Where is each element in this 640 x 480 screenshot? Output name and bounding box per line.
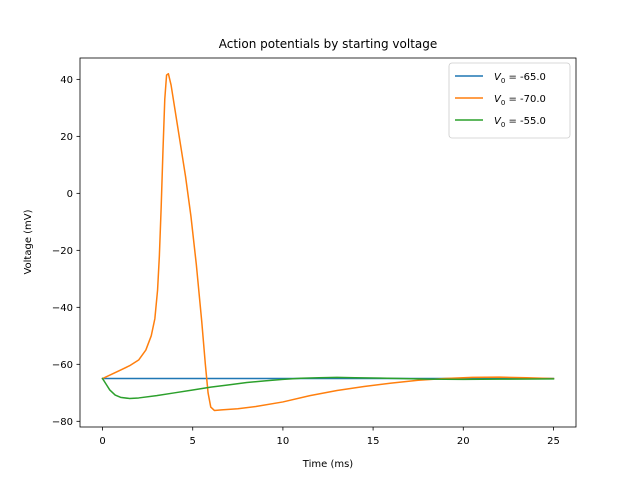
chart-title: Action potentials by starting voltage bbox=[219, 37, 438, 51]
legend-value: = -65.0 bbox=[505, 72, 546, 83]
legend-subscript: 0 bbox=[501, 121, 505, 129]
y-axis-label: Voltage (mV) bbox=[23, 209, 34, 274]
y-tick-label: −20 bbox=[52, 246, 73, 257]
legend: V0 = -65.0V0 = -70.0V0 = -55.0 bbox=[448, 62, 571, 139]
legend-subscript: 0 bbox=[501, 99, 505, 107]
x-tick-label: 25 bbox=[547, 436, 560, 447]
y-tick-label: 20 bbox=[60, 132, 73, 143]
legend-label-0: V0 = -65.0 bbox=[494, 72, 546, 85]
x-tick-label: 20 bbox=[457, 436, 470, 447]
x-tick-label: 0 bbox=[99, 436, 105, 447]
axes-frame bbox=[79, 57, 577, 428]
legend-var: V bbox=[494, 94, 502, 105]
y-axis: −80 −60 −40 −20 0 20 40 bbox=[52, 75, 80, 428]
y-tick-label: 40 bbox=[60, 75, 73, 86]
legend-label-1: V0 = -70.0 bbox=[494, 94, 546, 107]
legend-value: = -70.0 bbox=[505, 94, 546, 105]
series-line-2 bbox=[101, 376, 555, 400]
y-tick-label: −40 bbox=[52, 303, 73, 314]
y-tick-label: 0 bbox=[67, 189, 73, 200]
x-tick-label: 10 bbox=[277, 436, 290, 447]
legend-subscript: 0 bbox=[501, 77, 505, 85]
series-layer bbox=[101, 72, 555, 412]
plot-area bbox=[79, 57, 577, 428]
x-tick-label: 5 bbox=[190, 436, 196, 447]
y-tick-label: −80 bbox=[52, 417, 73, 428]
legend-label-2: V0 = -55.0 bbox=[494, 116, 546, 129]
y-tick-label: −60 bbox=[52, 360, 73, 371]
x-axis: 0 5 10 15 20 25 bbox=[99, 427, 560, 447]
legend-var: V bbox=[494, 72, 502, 83]
legend-value: = -55.0 bbox=[505, 116, 546, 127]
series-line-1 bbox=[101, 72, 555, 412]
legend-var: V bbox=[494, 116, 502, 127]
x-tick-label: 15 bbox=[367, 436, 380, 447]
x-axis-label: Time (ms) bbox=[302, 459, 354, 470]
